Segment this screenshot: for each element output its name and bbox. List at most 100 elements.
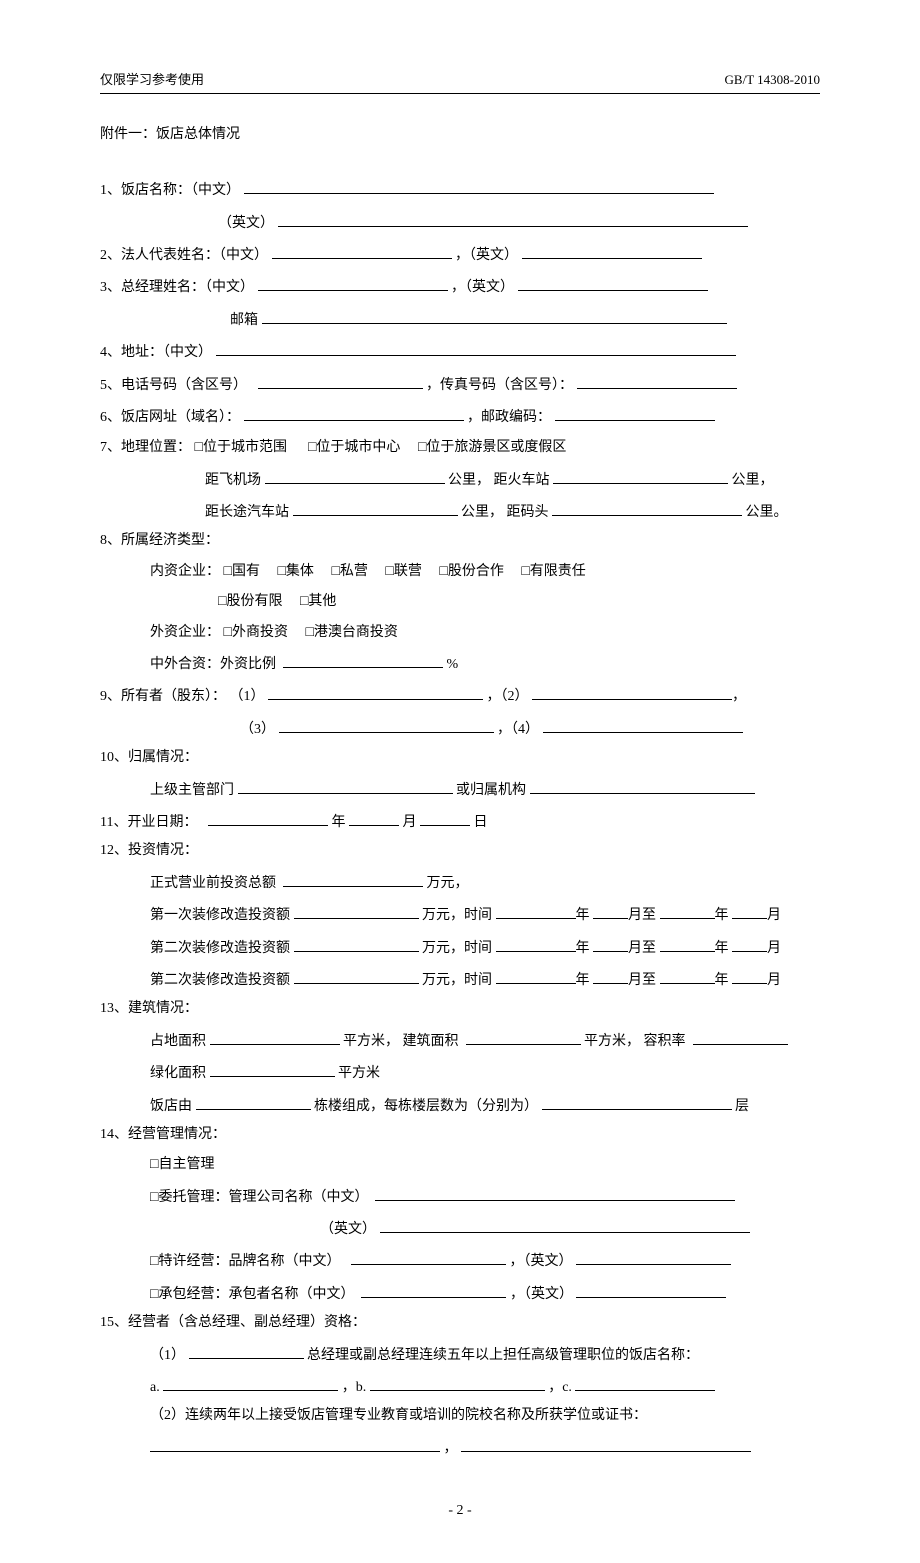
blank[interactable] — [189, 1341, 304, 1359]
blank[interactable] — [518, 273, 708, 291]
blank[interactable] — [576, 1280, 726, 1298]
blank[interactable] — [294, 934, 419, 952]
item-8-for: 外资企业： □外商投资 □港澳台商投资 — [100, 620, 820, 644]
item-10: 10、归属情况： — [100, 747, 820, 769]
blank[interactable] — [216, 338, 736, 356]
blank[interactable] — [265, 466, 445, 484]
item-7: 7、地理位置： □位于城市范围 □位于城市中心 □位于旅游景区或度假区 — [100, 435, 820, 459]
checkbox-private[interactable]: □私营 — [331, 562, 367, 578]
blank[interactable] — [375, 1183, 735, 1201]
blank[interactable] — [278, 209, 748, 227]
blank[interactable] — [555, 403, 715, 421]
blank[interactable] — [532, 682, 732, 700]
blank[interactable] — [660, 901, 715, 919]
checkbox-center[interactable]: □位于城市中心 — [308, 438, 400, 454]
blank[interactable] — [660, 966, 715, 984]
item-7-bus: 距长途汽车站 公里， 距码头 公里。 — [100, 498, 820, 524]
blank[interactable] — [268, 682, 483, 700]
item-8: 8、所属经济类型： — [100, 530, 820, 552]
checkbox-contract[interactable]: □承包经营：承包者名称（中文） — [150, 1285, 354, 1301]
item-13-green: 绿化面积 平方米 — [100, 1059, 820, 1085]
blank[interactable] — [420, 808, 470, 826]
checkbox-self[interactable]: □自主管理 — [150, 1155, 214, 1171]
item-15-abc: a. ，b. ，c. — [100, 1373, 820, 1399]
item-11: 11、开业日期： 年 月 日 — [100, 808, 820, 834]
blank[interactable] — [732, 901, 767, 919]
blank[interactable] — [466, 1027, 581, 1045]
blank[interactable] — [258, 273, 448, 291]
blank[interactable] — [294, 966, 419, 984]
checkbox-foreign[interactable]: □外商投资 — [224, 623, 288, 639]
blank[interactable] — [693, 1027, 788, 1045]
item-13-land: 占地面积 平方米， 建筑面积 平方米， 容积率 — [100, 1027, 820, 1053]
blank[interactable] — [150, 1434, 440, 1452]
blank[interactable] — [279, 715, 494, 733]
item-6: 6、饭店网址（域名）： ，邮政编码： — [100, 403, 820, 429]
blank[interactable] — [349, 808, 399, 826]
item-13-comp: 饭店由 栋楼组成，每栋楼层数为（分别为） 层 — [100, 1092, 820, 1118]
blank[interactable] — [210, 1027, 340, 1045]
blank[interactable] — [542, 1092, 732, 1110]
blank[interactable] — [238, 776, 453, 794]
item-14-self: □自主管理 — [100, 1152, 820, 1176]
blank[interactable] — [163, 1373, 338, 1391]
blank[interactable] — [283, 650, 443, 668]
blank[interactable] — [210, 1059, 335, 1077]
blank[interactable] — [244, 176, 714, 194]
section-title: 附件一：饭店总体情况 — [100, 124, 820, 146]
blank[interactable] — [272, 241, 452, 259]
checkbox-trust[interactable]: □委托管理：管理公司名称（中文） — [150, 1188, 368, 1204]
checkbox-stock[interactable]: □股份有限 — [218, 592, 282, 608]
checkbox-collective[interactable]: □集体 — [277, 562, 313, 578]
blank[interactable] — [208, 808, 328, 826]
item-14-cont: □承包经营：承包者名称（中文） ，（英文） — [100, 1280, 820, 1306]
blank[interactable] — [496, 966, 576, 984]
blank[interactable] — [293, 498, 458, 516]
blank[interactable] — [522, 241, 702, 259]
blank[interactable] — [370, 1373, 545, 1391]
blank[interactable] — [593, 901, 628, 919]
item-15-q1: （1） 总经理或副总经理连续五年以上担任高级管理职位的饭店名称： — [100, 1341, 820, 1367]
checkbox-resort[interactable]: □位于旅游景区或度假区 — [418, 438, 566, 454]
blank[interactable] — [244, 403, 464, 421]
checkbox-ltd[interactable]: □有限责任 — [521, 562, 585, 578]
blank[interactable] — [576, 1247, 731, 1265]
blank[interactable] — [380, 1215, 750, 1233]
blank[interactable] — [577, 371, 737, 389]
blank[interactable] — [732, 934, 767, 952]
blank[interactable] — [258, 371, 423, 389]
blank[interactable] — [553, 466, 728, 484]
page-footer: - 2 - — [100, 1500, 820, 1522]
item-1: 1、饭店名称：（中文） — [100, 176, 820, 202]
checkbox-joint[interactable]: □联营 — [385, 562, 421, 578]
blank[interactable] — [294, 901, 419, 919]
item-3: 3、总经理姓名：（中文） ，（英文） — [100, 273, 820, 299]
item-14-trust-en: （英文） — [100, 1215, 820, 1241]
blank[interactable] — [543, 715, 743, 733]
blank[interactable] — [196, 1092, 311, 1110]
blank[interactable] — [361, 1280, 506, 1298]
page-header: 仅限学习参考使用 GB/T 14308-2010 — [100, 70, 820, 94]
blank[interactable] — [351, 1247, 506, 1265]
blank[interactable] — [496, 934, 576, 952]
blank[interactable] — [593, 934, 628, 952]
checkbox-franchise[interactable]: □特许经营：品牌名称（中文） — [150, 1252, 340, 1268]
blank[interactable] — [461, 1434, 751, 1452]
blank[interactable] — [575, 1373, 715, 1391]
blank[interactable] — [732, 966, 767, 984]
blank[interactable] — [660, 934, 715, 952]
item-15-q2: （2）连续两年以上接受饭店管理专业教育或培训的院校名称及所获学位或证书： — [100, 1405, 820, 1427]
blank[interactable] — [552, 498, 742, 516]
blank[interactable] — [262, 306, 727, 324]
blank[interactable] — [496, 901, 576, 919]
blank[interactable] — [283, 869, 423, 887]
blank[interactable] — [593, 966, 628, 984]
checkbox-city[interactable]: □位于城市范围 — [195, 438, 287, 454]
blank[interactable] — [530, 776, 755, 794]
checkbox-hkmotw[interactable]: □港澳台商投资 — [305, 623, 397, 639]
checkbox-state[interactable]: □国有 — [224, 562, 260, 578]
checkbox-other[interactable]: □其他 — [300, 592, 336, 608]
checkbox-share-coop[interactable]: □股份合作 — [439, 562, 503, 578]
item-12-pre: 正式营业前投资总额 万元， — [100, 869, 820, 895]
item-1-en: （英文） — [100, 209, 820, 235]
